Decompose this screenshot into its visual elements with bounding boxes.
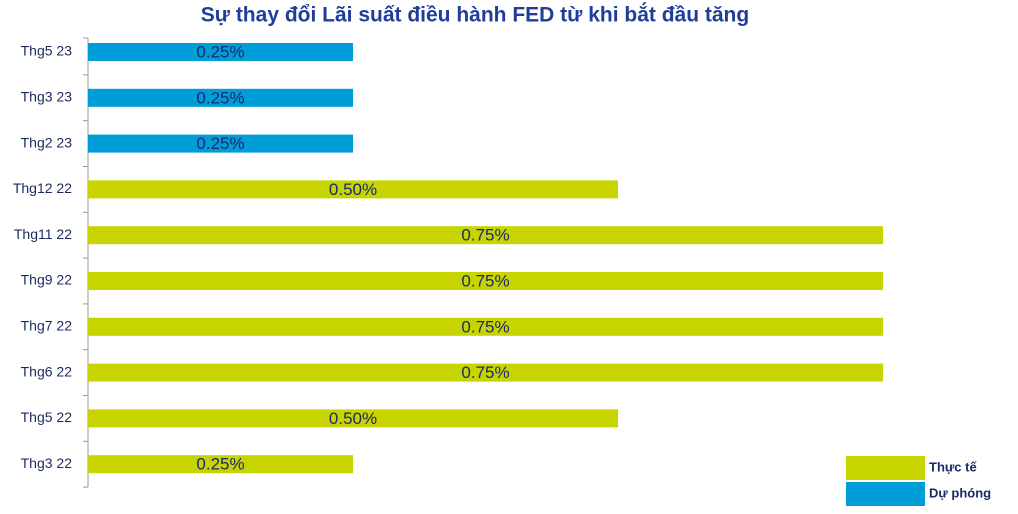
legend-label: Dự phóng	[929, 485, 991, 500]
bar	[88, 409, 618, 428]
data-label: 0.25%	[196, 455, 244, 474]
data-label: 0.25%	[196, 134, 244, 153]
bar	[88, 317, 883, 336]
bar	[88, 363, 883, 382]
data-label: 0.75%	[461, 363, 509, 382]
bar	[88, 88, 353, 107]
y-tick-label: Thg11 22	[14, 226, 72, 242]
bar	[88, 134, 353, 153]
y-tick-label: Thg5 23	[21, 43, 73, 59]
data-label: 0.75%	[461, 226, 509, 245]
data-label: 0.75%	[461, 317, 509, 336]
bar	[88, 455, 353, 474]
data-label: 0.25%	[196, 88, 244, 107]
y-tick-label: Thg6 22	[21, 363, 73, 379]
bar	[88, 180, 618, 199]
legend-swatch	[846, 456, 925, 480]
bar	[88, 43, 353, 61]
bar	[88, 226, 883, 245]
y-tick-label: Thg3 22	[21, 455, 73, 471]
y-tick-label: Thg5 22	[21, 409, 73, 425]
y-tick-label: Thg3 23	[21, 89, 73, 105]
y-tick-label: Thg9 22	[21, 272, 73, 288]
data-label: 0.25%	[196, 42, 244, 61]
data-label: 0.50%	[329, 180, 377, 199]
y-tick-label: Thg7 22	[21, 318, 73, 334]
y-tick-label: Thg2 23	[21, 134, 73, 150]
y-tick-label: Thg12 22	[13, 180, 72, 196]
data-label: 0.50%	[329, 409, 377, 428]
bar	[88, 272, 883, 290]
legend-swatch	[846, 482, 925, 506]
chart-title: Sự thay đổi Lãi suất điều hành FED từ kh…	[201, 3, 749, 27]
legend-label: Thực tế	[929, 459, 977, 474]
data-label: 0.75%	[461, 271, 509, 290]
